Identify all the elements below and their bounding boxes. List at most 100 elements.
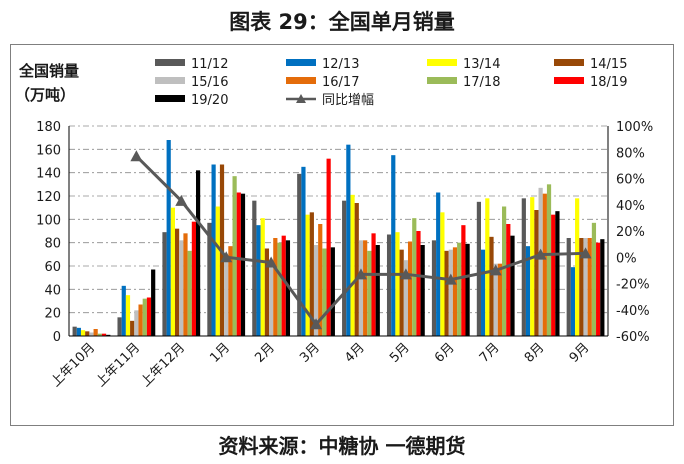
bar: [444, 250, 449, 336]
y2-tick-label: 100%: [616, 120, 653, 135]
yoy-growth-marker: [579, 247, 592, 259]
legend-swatch: [554, 59, 584, 66]
y2-tick-label: -20%: [616, 278, 650, 293]
bar: [481, 249, 486, 336]
legend-swatch: [427, 77, 457, 84]
bar: [506, 224, 511, 336]
y-tick-label: 160: [36, 143, 61, 158]
bar: [252, 200, 257, 336]
bar: [313, 245, 319, 336]
bar: [534, 210, 539, 336]
yoy-growth-marker: [489, 264, 502, 276]
legend-label: 11/12: [191, 57, 228, 72]
bar: [465, 243, 470, 336]
bar: [273, 238, 278, 336]
bar: [121, 285, 126, 336]
legend-label: 14/15: [590, 57, 627, 72]
legend-label: 16/17: [322, 75, 359, 90]
bar: [224, 255, 229, 336]
bar: [525, 246, 531, 336]
bar: [264, 248, 270, 336]
chart-frame: 全国销量 （万吨） 11/12 12/13 13/14 14/15 15/16 16/17 17…: [10, 44, 674, 426]
bar: [497, 263, 503, 336]
bar: [461, 225, 466, 336]
bar: [600, 239, 605, 336]
bar: [579, 238, 584, 336]
y-tick-label: 120: [36, 190, 61, 205]
bar: [125, 295, 131, 336]
x-tick-label: 9月: [567, 340, 593, 366]
bar: [207, 222, 212, 336]
bar: [260, 218, 265, 336]
bar: [93, 329, 98, 336]
bar: [106, 334, 111, 336]
y-axis-title: 全国销量: [18, 62, 79, 80]
bar: [530, 197, 535, 336]
bar: [89, 332, 94, 336]
bar: [232, 176, 237, 336]
y2-tick-label: -60%: [616, 330, 650, 345]
bar: [521, 198, 526, 336]
legend-swatch: [155, 95, 185, 102]
bar: [269, 260, 274, 336]
bar: [142, 298, 147, 336]
bar: [350, 194, 355, 336]
bar: [305, 214, 310, 336]
bar: [416, 231, 421, 336]
legend-label: 12/13: [322, 57, 359, 72]
bar: [591, 222, 597, 336]
bar: [101, 333, 107, 336]
bar: [97, 333, 102, 336]
x-tick-label: 4月: [342, 340, 368, 366]
yoy-growth-marker: [220, 251, 233, 263]
bar: [215, 206, 220, 336]
y-tick-label: 60: [44, 260, 61, 275]
y2-tick-label: 80%: [616, 146, 645, 161]
bar: [489, 236, 494, 336]
bar: [587, 238, 592, 336]
y-axis-unit: （万吨）: [15, 86, 75, 104]
bar: [566, 238, 571, 336]
y-tick-label: 80: [44, 237, 61, 252]
bar: [285, 240, 291, 336]
bar: [187, 250, 192, 336]
bar: [309, 212, 314, 336]
bar: [146, 297, 152, 336]
sales-chart: 全国销量 （万吨） 11/12 12/13 13/14 14/15 15/16 16/17 17…: [15, 57, 653, 390]
bar: [85, 331, 90, 336]
bar: [403, 260, 408, 336]
bar: [174, 228, 180, 336]
yoy-growth-marker: [444, 273, 457, 285]
bar: [546, 184, 552, 336]
y-tick-label: 20: [44, 307, 61, 322]
bar: [399, 249, 404, 336]
bar: [346, 144, 351, 336]
bar: [448, 249, 453, 336]
bar: [179, 240, 184, 336]
bar: [318, 224, 323, 336]
x-tick-label: 8月: [522, 340, 548, 366]
bar: [542, 193, 547, 336]
bar: [457, 242, 462, 336]
bar: [436, 192, 441, 336]
bar: [358, 240, 364, 336]
bar: [354, 203, 359, 336]
bar: [371, 233, 376, 336]
y2-tick-label: 0%: [616, 251, 637, 266]
legend-swatch: [286, 77, 316, 84]
x-tick-label: 上年10月: [48, 340, 98, 390]
bar: [452, 247, 458, 336]
y-tick-label: 40: [44, 283, 61, 298]
bar: [301, 166, 306, 336]
y-tick-label: 180: [36, 120, 61, 135]
bar: [395, 232, 400, 336]
bar: [493, 263, 498, 336]
legend-swatch: [427, 59, 457, 66]
bar: [538, 187, 543, 336]
bar: [476, 201, 482, 336]
bar: [431, 240, 437, 336]
yoy-growth-marker: [310, 318, 323, 330]
bar: [195, 170, 201, 336]
bar: [570, 267, 576, 336]
bar: [342, 200, 347, 336]
